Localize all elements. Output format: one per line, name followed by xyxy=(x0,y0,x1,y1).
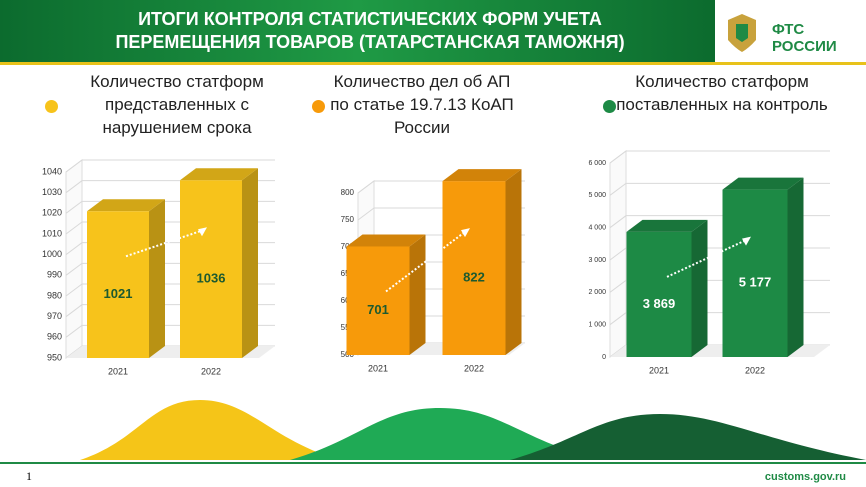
bar-side xyxy=(505,169,522,355)
legend-dot xyxy=(603,100,616,113)
logo-text: РОССИИ xyxy=(772,38,837,55)
chart-title: Количество дел об АП по статье 19.7.13 К… xyxy=(330,72,514,137)
trend-arrowhead xyxy=(198,227,207,237)
grid-line xyxy=(65,159,275,173)
bar xyxy=(442,181,506,355)
bar-side xyxy=(787,177,804,357)
y-tick-label: 1030 xyxy=(42,187,62,197)
bar-top xyxy=(87,199,165,212)
trend-arrow xyxy=(385,230,467,293)
y-tick-label: 950 xyxy=(47,352,62,362)
bar-side xyxy=(691,219,708,357)
chart-title: Количество статформ представленных с нар… xyxy=(90,72,264,137)
y-tick-label: 1000 xyxy=(42,249,62,259)
trend-arrowhead xyxy=(461,228,470,238)
value-label: 3 869 xyxy=(643,296,676,311)
bar-side xyxy=(149,199,165,358)
legend-dot xyxy=(312,100,325,113)
legend-dot xyxy=(45,100,58,113)
value-label: 822 xyxy=(463,269,485,284)
decor-hills xyxy=(80,400,866,460)
bar xyxy=(87,211,149,358)
value-label: 701 xyxy=(367,302,389,317)
y-tick-label: 3 000 xyxy=(588,257,606,264)
bar-top xyxy=(442,169,522,182)
y-tick-label: 800 xyxy=(341,188,355,197)
bar-top xyxy=(180,168,258,181)
y-tick-label: 990 xyxy=(47,270,62,280)
trend-arrowhead xyxy=(742,236,751,246)
header-band xyxy=(0,0,715,62)
y-tick-label: 970 xyxy=(47,311,62,321)
y-tick-label: 1040 xyxy=(42,166,62,176)
x-tick-label: 2021 xyxy=(368,363,388,373)
header-title: ПЕРЕМЕЩЕНИЯ ТОВАРОВ (ТАТАРСТАНСКАЯ ТАМОЖ… xyxy=(115,32,624,52)
plot-wall xyxy=(65,159,83,359)
value-label: 1036 xyxy=(197,271,226,286)
y-tick-label: 4 000 xyxy=(588,225,606,232)
bar xyxy=(346,246,410,355)
bar-side xyxy=(242,168,258,358)
x-tick-label: 2022 xyxy=(745,365,765,375)
bar xyxy=(626,231,692,357)
logo-text: ФТС xyxy=(772,21,804,38)
header-title: ИТОГИ КОНТРОЛЯ СТАТИСТИЧЕСКИХ ФОРМ УЧЕТА xyxy=(138,9,602,29)
value-label: 5 177 xyxy=(739,275,772,290)
y-tick-label: 5 000 xyxy=(588,192,606,199)
y-tick-label: 1010 xyxy=(42,228,62,238)
emblem xyxy=(728,14,756,52)
x-tick-label: 2022 xyxy=(201,366,221,376)
trend-arrow xyxy=(666,238,748,278)
bar-top xyxy=(346,234,426,247)
bar-top xyxy=(626,219,708,232)
bar xyxy=(180,180,242,358)
y-tick-label: 750 xyxy=(341,215,355,224)
y-tick-label: 2 000 xyxy=(588,289,606,296)
y-tick-label: 1020 xyxy=(42,208,62,218)
page-number: 1 xyxy=(26,469,32,483)
header-stripe xyxy=(0,62,866,65)
site-url: customs.gov.ru xyxy=(765,471,846,483)
x-tick-label: 2022 xyxy=(464,363,484,373)
bar-side xyxy=(409,234,426,355)
y-tick-label: 980 xyxy=(47,290,62,300)
grid-line xyxy=(609,150,830,164)
x-tick-label: 2021 xyxy=(108,366,128,376)
chart-title: Количество статформ поставленных на конт… xyxy=(616,72,828,114)
x-tick-label: 2021 xyxy=(649,365,669,375)
y-tick-label: 960 xyxy=(47,332,62,342)
y-tick-label: 0 xyxy=(602,354,606,361)
value-label: 1021 xyxy=(104,286,133,301)
bar-top xyxy=(722,177,804,190)
y-tick-label: 1 000 xyxy=(588,322,606,329)
bar xyxy=(722,189,788,357)
trend-arrow xyxy=(125,229,204,258)
y-tick-label: 6 000 xyxy=(588,160,606,167)
